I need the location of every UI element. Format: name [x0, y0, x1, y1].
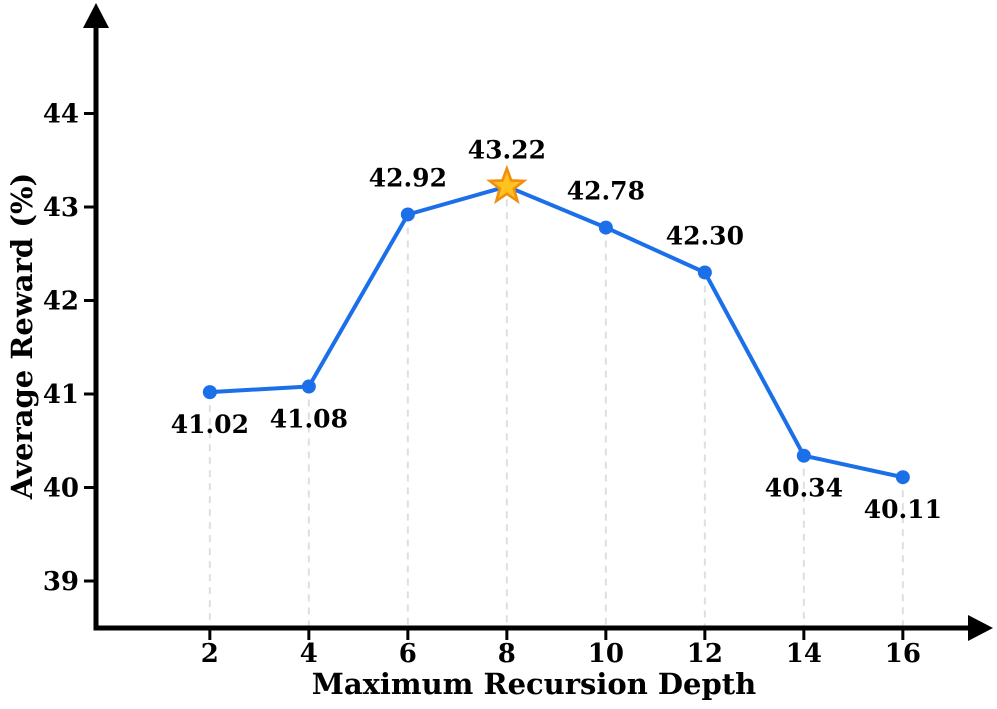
x-tick-label: 2	[201, 639, 219, 669]
data-line	[207, 184, 905, 480]
x-tick-label: 10	[588, 639, 624, 669]
tick-labels: 2 4 6 8 10 12 14 16 39 40 41 42 43 44	[43, 100, 921, 670]
data-point-labels: 41.02 41.08 42.92 43.22 42.78 42.30 40.34 40.11	[171, 135, 942, 524]
y-axis-title: Average Reward (%)	[5, 173, 39, 500]
data-point	[796, 448, 811, 463]
data-point-label: 42.30	[666, 221, 744, 250]
y-tick-label: 41	[43, 380, 79, 410]
gridlines	[208, 186, 904, 628]
star-marker	[486, 164, 528, 205]
data-point	[400, 207, 415, 222]
axes	[83, 3, 993, 641]
data-point-label: 42.92	[369, 163, 447, 192]
y-tick-label: 44	[43, 100, 79, 130]
data-point	[895, 470, 910, 485]
data-point	[202, 385, 217, 400]
x-tick-label: 12	[687, 639, 723, 669]
data-point	[697, 265, 712, 280]
data-point-label: 42.78	[567, 177, 645, 206]
data-point-label: 41.08	[270, 405, 348, 434]
x-tick-label: 16	[885, 639, 921, 669]
data-point-label: 41.02	[171, 410, 249, 439]
y-tick-label: 39	[43, 567, 79, 597]
y-tick-label: 42	[43, 287, 79, 317]
x-axis-title: Maximum Recursion Depth	[312, 667, 757, 701]
x-tick-label: 8	[498, 639, 516, 669]
y-tick-label: 40	[43, 474, 79, 504]
tick-marks	[84, 112, 905, 640]
data-series	[202, 164, 910, 485]
data-point	[598, 220, 613, 235]
x-tick-label: 6	[399, 639, 417, 669]
y-tick-label: 43	[43, 193, 79, 223]
x-tick-label: 4	[300, 639, 318, 669]
x-axis-arrow-icon	[968, 615, 993, 641]
data-point-label: 40.34	[765, 474, 843, 503]
x-tick-label: 14	[786, 639, 822, 669]
data-point-label: 43.22	[468, 135, 546, 164]
data-point-label: 40.11	[864, 495, 942, 524]
data-point	[301, 379, 316, 394]
y-axis-arrow-icon	[83, 3, 109, 28]
